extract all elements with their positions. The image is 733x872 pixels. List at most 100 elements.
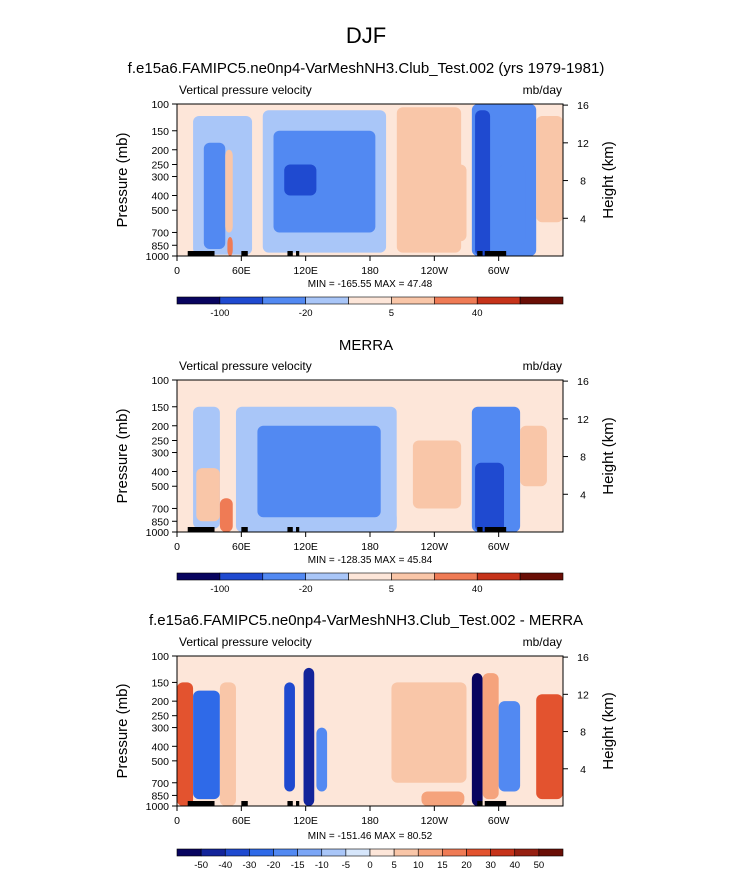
colorbar-box (434, 572, 478, 581)
colorbar-label: 40 (509, 860, 520, 871)
land-mask (484, 251, 507, 256)
colorbar-box (490, 848, 516, 857)
y-tick-label: 700 (151, 227, 169, 239)
figure-title: DJF (346, 23, 386, 48)
land-mask (477, 527, 483, 532)
right-string: mb/day (523, 359, 562, 373)
colorbar-label: 20 (461, 860, 472, 871)
colorbar-box (466, 848, 491, 857)
height-tick-label: 4 (580, 764, 586, 776)
y-tick-label: 700 (151, 778, 169, 790)
colorbar-box (538, 848, 564, 857)
land-mask (241, 527, 248, 532)
colorbar-box (442, 848, 467, 857)
colorbar-box (219, 572, 264, 581)
y-tick-label: 300 (151, 172, 169, 184)
colorbar-box (348, 572, 392, 581)
colorbar-box (176, 848, 202, 857)
colorbar: -100 -20 5 40 (176, 572, 564, 595)
y-tick-label: 150 (151, 402, 169, 414)
contour-region (412, 440, 462, 509)
colorbar-box (369, 848, 395, 857)
land-mask (484, 527, 507, 532)
y-tick-label: 250 (151, 711, 169, 723)
land-mask (296, 527, 300, 532)
y-tick-label: 150 (151, 677, 169, 689)
panel-title: f.e15a6.FAMIPC5.ne0np4-VarMeshNH3.Club_T… (149, 612, 583, 629)
x-tick-label: 180 (361, 815, 379, 827)
colorbar-box (249, 848, 274, 857)
land-mask (241, 801, 248, 806)
colorbar-label: 15 (437, 860, 448, 871)
contour-region (536, 116, 563, 223)
panel-title: f.e15a6.FAMIPC5.ne0np4-VarMeshNH3.Club_T… (128, 60, 605, 77)
colorbar-box (305, 296, 349, 305)
land-mask (477, 251, 483, 256)
x-tick-label: 120W (421, 541, 449, 553)
x-tick-label: 0 (174, 265, 180, 277)
colorbar-label: -100 (210, 584, 229, 595)
colorbar-box (476, 572, 521, 581)
colorbar-box (417, 848, 443, 857)
y-tick-label: 300 (151, 723, 169, 735)
colorbar-label: -5 (342, 860, 350, 871)
x-tick-label: 60W (488, 541, 510, 553)
colorbar-box (519, 572, 564, 581)
left-string: Vertical pressure velocity (179, 83, 312, 97)
colorbar-box (219, 296, 264, 305)
height-tick-label: 12 (577, 689, 589, 701)
panel-title: MERRA (339, 337, 393, 354)
land-mask (484, 801, 507, 806)
colorbar-box (519, 296, 564, 305)
colorbar-box (348, 296, 392, 305)
land-mask (287, 801, 293, 806)
contour-region (471, 673, 483, 806)
colorbar-box (476, 296, 521, 305)
colorbar-label: -20 (267, 860, 281, 871)
chart-panel-3: f.e15a6.FAMIPC5.ne0np4-VarMeshNH3.Club_T… (114, 612, 617, 871)
contour-region (475, 110, 491, 256)
contour-region (316, 727, 328, 792)
x-tick-label: 0 (174, 541, 180, 553)
contour-region (193, 690, 220, 800)
colorbar-label: -20 (299, 584, 313, 595)
height-tick-label: 16 (577, 652, 589, 664)
contour-region (203, 142, 226, 250)
colorbar-label: -100 (210, 308, 229, 319)
contour-region (284, 164, 317, 196)
x-tick-label: 180 (361, 265, 379, 277)
contour-region (520, 425, 547, 487)
y-tick-label: 500 (151, 205, 169, 217)
land-mask (287, 527, 293, 532)
left-string: Vertical pressure velocity (179, 635, 312, 649)
y-tick-label: 250 (151, 159, 169, 171)
y-tick-label: 200 (151, 145, 169, 157)
height-tick-label: 4 (580, 489, 586, 501)
land-mask (241, 251, 248, 256)
colorbar: -100 -20 5 40 (176, 296, 564, 319)
colorbar-box (273, 848, 298, 857)
height-tick-label: 12 (577, 414, 589, 426)
y-axis-label: Pressure (mb) (114, 683, 131, 778)
colorbar-box (391, 296, 435, 305)
land-mask (296, 251, 300, 256)
land-mask (287, 251, 293, 256)
y-tick-label: 100 (151, 651, 169, 663)
colorbar-box (262, 572, 306, 581)
contour-region (498, 701, 521, 792)
y-tick-label: 1000 (146, 801, 170, 813)
x-tick-label: 60W (488, 815, 510, 827)
height-tick-label: 8 (580, 176, 586, 188)
stats-text: MIN = -128.35 MAX = 45.84 (308, 555, 433, 566)
y-tick-label: 1000 (146, 527, 170, 539)
contour-field (177, 104, 563, 256)
colorbar-label: -40 (218, 860, 232, 871)
contour-region (475, 462, 505, 532)
colorbar-box (176, 572, 221, 581)
colorbar-label: -50 (194, 860, 208, 871)
colorbar-label: -10 (315, 860, 329, 871)
contour-region (273, 130, 376, 233)
height-tick-label: 4 (580, 213, 586, 225)
colorbar-box (176, 296, 221, 305)
x-tick-label: 120E (293, 541, 318, 553)
